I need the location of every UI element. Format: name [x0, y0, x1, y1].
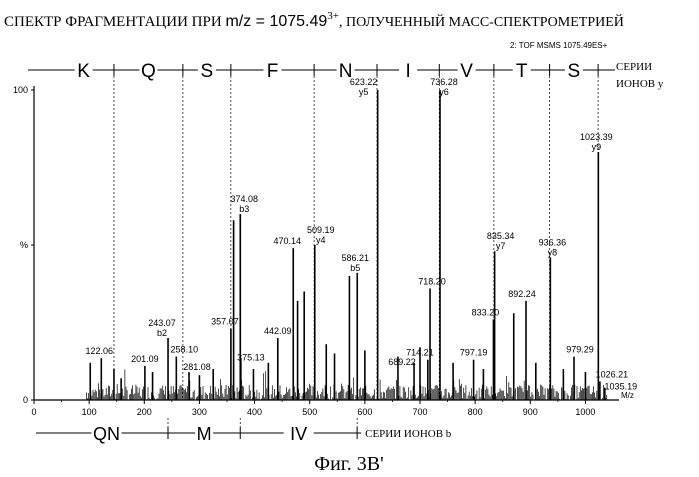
peak-label: 689.22: [388, 357, 416, 367]
y-series-residue: V: [460, 61, 473, 82]
ion-label: y9: [592, 142, 602, 152]
ion-label: y8: [548, 247, 558, 257]
y-series-residue: S: [568, 61, 581, 82]
peak-label: 201.09: [131, 354, 159, 364]
figure-caption: Фиг. 3В': [314, 453, 383, 475]
ion-label: y4: [316, 235, 326, 245]
b-series-residue: QN: [93, 424, 120, 444]
y-series-label: СЕРИИ: [616, 61, 652, 73]
peak-label: 374.08: [231, 194, 259, 204]
x-tick-label: 200: [137, 407, 152, 417]
b-series-residue: IV: [290, 424, 307, 444]
peak-label: 797.19: [460, 348, 488, 358]
peak-label: 509.19: [307, 225, 335, 235]
peak-label: 122.06: [86, 346, 114, 356]
y-tick-label: %: [20, 240, 28, 250]
x-tick-label: 300: [192, 407, 207, 417]
peak-label: 357.07: [211, 317, 239, 327]
peak-label: 979.29: [566, 345, 594, 355]
y-series-residue: T: [516, 61, 528, 82]
peak-label: 835.34: [487, 231, 515, 241]
x-tick-label: 0: [31, 407, 36, 417]
peak-label: 936.36: [539, 237, 567, 247]
peak-label: 736.28: [430, 77, 458, 87]
ion-label: b2: [157, 328, 167, 338]
peak-label: 470.14: [273, 236, 301, 246]
peak-label: 1023.39: [580, 132, 613, 142]
instrument-label: 2: TOF MSMS 1075.49ES+: [510, 41, 608, 50]
title-mz-label: m/z: [225, 13, 251, 30]
x-tick-label: 500: [302, 407, 317, 417]
peak-label: 892.24: [508, 289, 536, 299]
x-tick-label: 800: [468, 407, 483, 417]
peak-label: 281.08: [183, 362, 211, 372]
peak-label: 586.21: [341, 253, 369, 263]
x-tick-label: 100: [82, 407, 97, 417]
y-series-residue: K: [77, 61, 90, 82]
baseline-noise: [86, 370, 606, 401]
chart-title: СПЕКТР ФРАГМЕНТАЦИИ ПРИ m/z = 1075.493+,…: [4, 10, 624, 30]
ion-label: y7: [496, 241, 506, 251]
x-axis-label: M/z: [621, 391, 634, 400]
b-ion-series: QN M IV СЕРИИ ИОНОВ b: [36, 418, 452, 444]
y-series-residue: I: [406, 61, 411, 82]
y-series-residue: F: [267, 61, 279, 82]
x-tick-label: 700: [412, 407, 427, 417]
ion-label: b3: [239, 204, 249, 214]
title-prefix: СПЕКТР ФРАГМЕНТАЦИИ ПРИ: [4, 14, 225, 30]
spectrum-peaks: 122.06 201.09 243.07b2 258.10 281.08 357.07 37…: [86, 77, 638, 400]
ion-label: b5: [350, 263, 360, 273]
x-tick-label: 600: [357, 407, 372, 417]
y-series-residue: S: [201, 61, 214, 82]
y-series-label: ИОНОВ у: [616, 78, 664, 90]
title-mz-value: = 1075.49: [251, 13, 327, 30]
ion-label: y6: [439, 87, 449, 97]
peak-label: 258.10: [171, 345, 199, 355]
x-tick-label: 400: [247, 407, 262, 417]
title-charge: 3+: [327, 10, 339, 22]
x-tick-label: 900: [523, 407, 538, 417]
peak-label: 375.13: [237, 353, 265, 363]
peak-label: 1026.21: [596, 369, 629, 379]
y-tick-label: 0: [23, 395, 28, 405]
x-tick-label: 1000: [575, 407, 595, 417]
b-series-label: СЕРИИ ИОНОВ b: [365, 428, 452, 440]
peak-label: 442.09: [264, 326, 292, 336]
ion-label: y5: [359, 87, 369, 97]
title-suffix: , ПОЛУЧЕННЫЙ МАСС-СПЕКТРОМЕТРИЕЙ: [339, 13, 624, 30]
y-tick-label: 100: [13, 85, 28, 95]
peak-label: 623.22: [350, 77, 378, 87]
y-series-residue: Q: [141, 61, 156, 82]
peak-label: 243.07: [148, 318, 176, 328]
b-series-residue: M: [197, 424, 212, 444]
peak-label: 718.20: [418, 276, 446, 286]
chart-axes: 100% 00 100 200 300 400 500 600 700 800 900 1000 M/z: [13, 85, 634, 417]
